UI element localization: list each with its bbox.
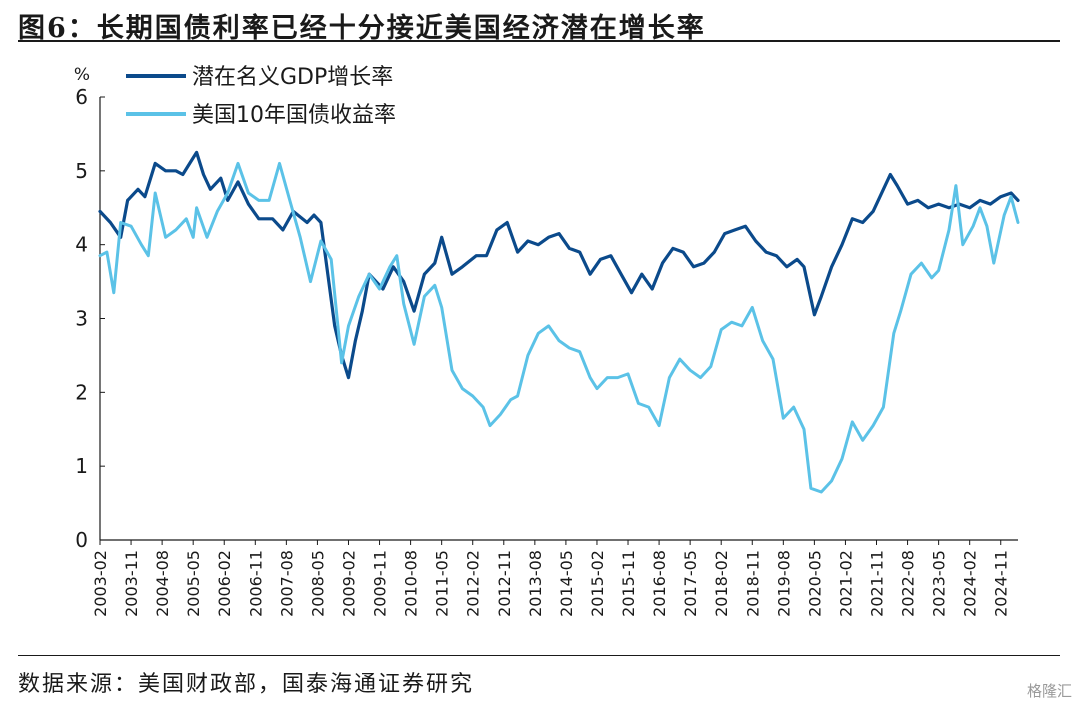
x-tick-label: 2015-11 [619,550,638,617]
figure-title: 图6：长期国债利率已经十分接近美国经济潜在增长率 [18,13,706,44]
source-rule [18,655,1060,656]
x-tick-label: 2005-05 [184,550,203,617]
x-tick-label: 2010-08 [402,550,421,617]
x-tick-label: 2004-08 [153,550,172,617]
x-tick-label: 2019-08 [774,550,793,617]
x-tick-label: 2007-08 [277,550,296,617]
x-tick-label: 2008-05 [308,550,327,617]
y-tick-label: 6 [75,85,88,109]
x-tick-label: 2018-11 [743,550,762,617]
y-tick-label: 5 [75,159,88,183]
x-tick-label: 2009-02 [339,550,358,617]
x-tick-label: 2006-11 [246,550,265,617]
watermark: 格隆汇 [1026,682,1072,700]
x-tick-label: 2016-08 [650,550,669,617]
x-tick-label: 2022-08 [899,550,918,617]
x-tick-label: 2015-02 [588,550,607,617]
x-tick-label: 2023-05 [930,550,949,617]
x-tick-label: 2013-08 [526,550,545,617]
x-tick-label: 2003-02 [91,550,110,617]
legend-label: 美国10年国债收益率 [192,103,396,128]
x-tick-label: 2009-11 [371,550,390,617]
title-rule [18,40,1060,42]
x-tick-label: 2011-05 [433,550,452,617]
legend-label: 潜在名义GDP增长率 [192,65,393,90]
x-tick-label: 2006-02 [215,550,234,617]
series-line-potential-gdp [98,150,1020,380]
x-tick-label: 2021-11 [868,550,887,617]
series-line-10y-yield [98,161,1020,494]
x-tick-label: 2020-05 [805,550,824,617]
y-tick-label: 1 [75,454,88,478]
source-note: 数据来源：美国财政部，国泰海通证券研究 [18,672,475,697]
x-tick-label: 2024-11 [992,550,1011,617]
x-tick-label: 2018-02 [712,550,731,617]
x-tick-label: 2012-11 [495,550,514,617]
x-tick-label: 2017-05 [681,550,700,617]
x-tick-label: 2021-02 [836,550,855,617]
y-tick-label: 3 [75,307,88,331]
x-tick-label: 2012-02 [464,550,483,617]
x-tick-label: 2024-02 [961,550,980,617]
x-tick-label: 2014-05 [557,550,576,617]
y-axis-label: % [74,65,90,85]
y-tick-label: 0 [75,528,88,552]
y-tick-label: 4 [75,233,88,257]
x-tick-label: 2003-11 [122,550,141,617]
y-tick-label: 2 [75,380,88,404]
